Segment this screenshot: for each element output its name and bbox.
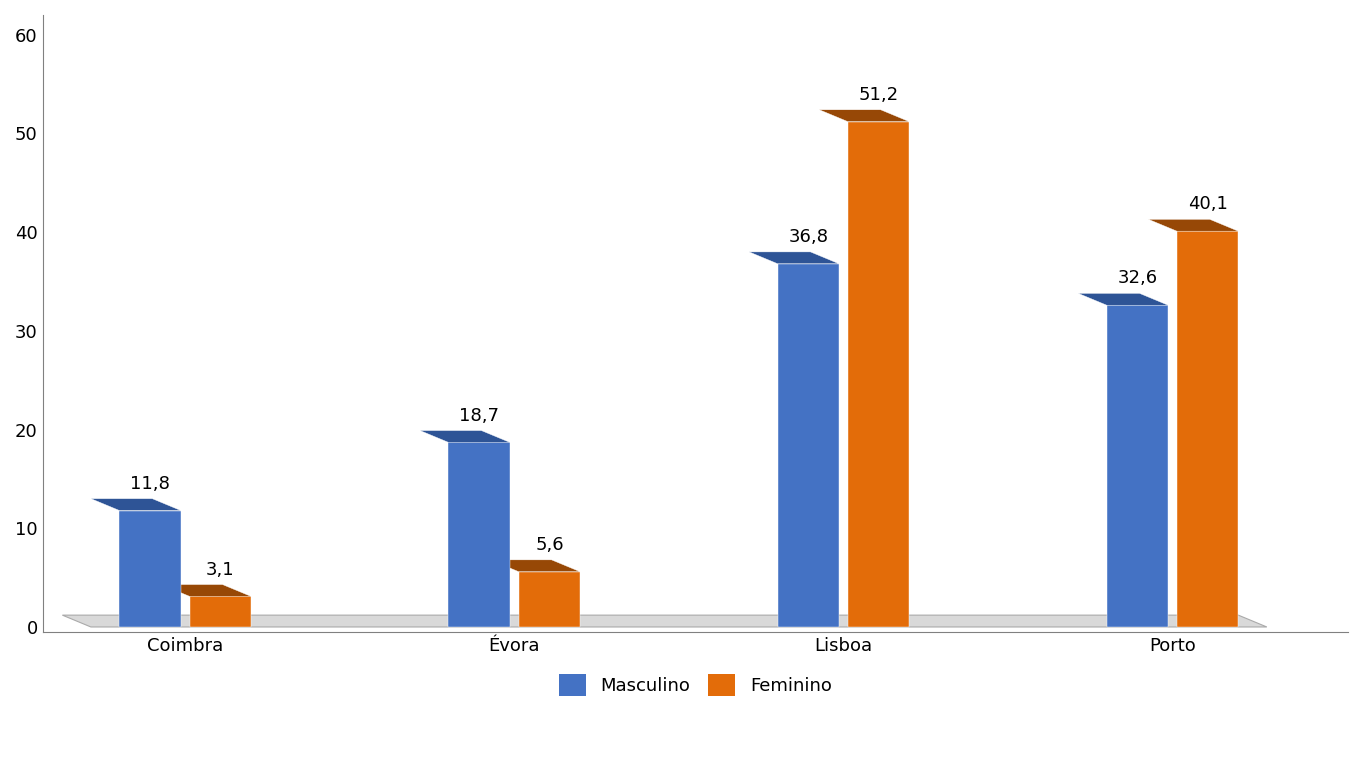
Polygon shape: [63, 615, 1266, 627]
Text: 5,6: 5,6: [536, 536, 564, 554]
Polygon shape: [448, 443, 510, 627]
Polygon shape: [120, 510, 181, 627]
Polygon shape: [491, 560, 581, 572]
Text: 18,7: 18,7: [459, 407, 499, 425]
Polygon shape: [1078, 293, 1168, 305]
Polygon shape: [819, 110, 909, 121]
Text: 40,1: 40,1: [1187, 195, 1228, 213]
Polygon shape: [777, 264, 840, 627]
Text: 36,8: 36,8: [788, 228, 829, 246]
Polygon shape: [848, 121, 909, 627]
Text: 51,2: 51,2: [859, 86, 898, 103]
Text: 32,6: 32,6: [1118, 269, 1157, 287]
Polygon shape: [519, 572, 581, 627]
Polygon shape: [750, 252, 840, 264]
Polygon shape: [189, 597, 251, 627]
Text: 3,1: 3,1: [206, 561, 234, 579]
Legend: Masculino, Feminino: Masculino, Feminino: [552, 667, 840, 703]
Polygon shape: [91, 499, 181, 510]
Polygon shape: [1107, 305, 1168, 627]
Polygon shape: [420, 430, 510, 443]
Polygon shape: [1176, 231, 1239, 627]
Polygon shape: [161, 584, 251, 597]
Text: 11,8: 11,8: [131, 475, 170, 492]
Polygon shape: [1149, 219, 1239, 231]
